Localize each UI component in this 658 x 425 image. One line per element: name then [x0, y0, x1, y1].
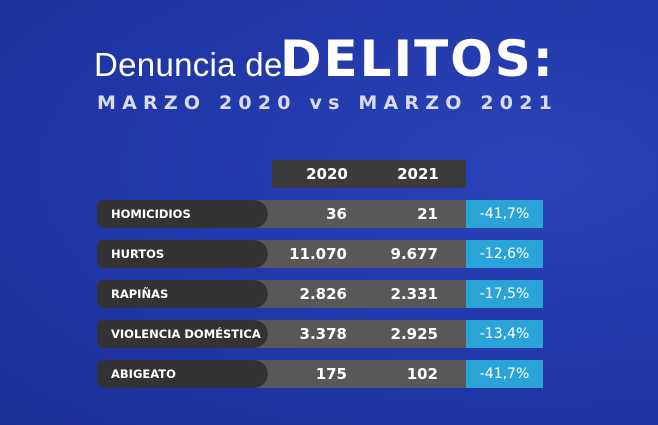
value-2020: 175: [315, 365, 347, 383]
change: -12,6%: [466, 240, 543, 268]
value-2021: 21: [417, 205, 438, 223]
row-label: RAPIÑAS: [97, 280, 268, 308]
change: -17,5%: [466, 280, 543, 308]
column-header: 2020: [306, 165, 348, 183]
row-bar: [240, 200, 466, 228]
value-2021: 9.677: [390, 245, 438, 263]
row-label: ABIGEATO: [97, 360, 268, 388]
row-label: HURTOS: [97, 240, 268, 268]
row-bar: [240, 320, 466, 348]
title-bold: DELITOS:: [280, 30, 555, 88]
header-bar: [272, 160, 466, 188]
change: -13,4%: [466, 320, 543, 348]
value-2020: 36: [326, 205, 347, 223]
value-2020: 11.070: [289, 245, 347, 263]
change: -41,7%: [466, 200, 543, 228]
row-bar: [240, 240, 466, 268]
row-bar: [240, 280, 466, 308]
row-label: VIOLENCIA DOMÉSTICA: [97, 320, 268, 348]
value-2021: 2.925: [390, 325, 438, 343]
value-2021: 102: [406, 365, 438, 383]
row-label: HOMICIDIOS: [97, 200, 268, 228]
column-header: 2021: [397, 165, 439, 183]
row-bar: [240, 360, 466, 388]
value-2020: 2.826: [299, 285, 347, 303]
value-2021: 2.331: [390, 285, 438, 303]
subtitle: MARZO 2020 vs MARZO 2021: [97, 92, 559, 114]
change: -41,7%: [466, 360, 543, 388]
value-2020: 3.378: [299, 325, 347, 343]
title-light: Denuncia de: [94, 46, 283, 83]
